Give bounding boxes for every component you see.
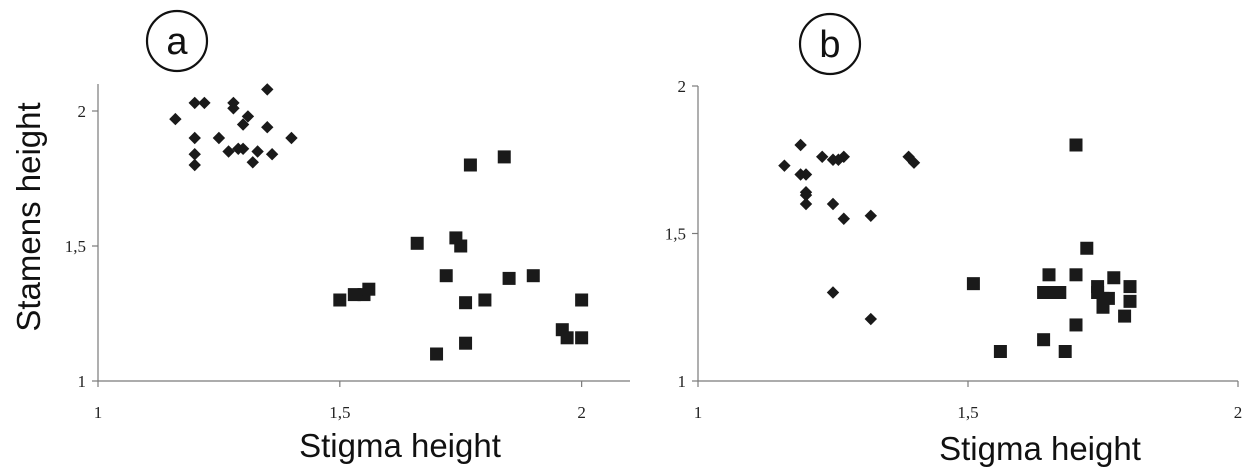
data-point-diamond [837, 212, 850, 225]
data-point-diamond [832, 153, 845, 166]
data-point-square [1053, 286, 1067, 299]
data-point-diamond [265, 148, 279, 161]
data-point-diamond [837, 150, 850, 163]
data-point-diamond [826, 286, 840, 299]
data-point-square [1069, 268, 1083, 282]
y-tick-label: 2 [78, 102, 87, 121]
data-point-square [575, 331, 589, 345]
panel-label-b: b [819, 24, 840, 66]
x-tick-label: 1,5 [329, 403, 350, 422]
y-tick-label: 1,5 [665, 225, 686, 244]
data-point-square [459, 296, 473, 310]
data-point-square [1096, 300, 1110, 314]
data-point-diamond [864, 312, 877, 326]
data-point-diamond [261, 83, 274, 96]
x-axis-title-a: Stigma height [299, 427, 501, 464]
data-point-square [410, 236, 424, 250]
panel-label-circle-a [145, 9, 209, 73]
data-point-square [463, 158, 477, 172]
data-point-square [1042, 268, 1056, 282]
data-point-diamond [778, 159, 791, 172]
data-point-diamond [799, 188, 813, 202]
data-point-diamond [212, 131, 226, 145]
scatter-panel-a: a 1 1,5 2 1 1,5 2 Stigma height Stamens height [10, 9, 630, 464]
data-point-square [993, 345, 1007, 358]
data-point-square [333, 293, 347, 307]
x-tick-label: 1 [94, 403, 103, 422]
data-point-diamond [198, 96, 211, 110]
panel-label-circle-b [798, 12, 862, 76]
data-point-square [459, 336, 473, 350]
data-point-diamond [251, 145, 264, 158]
data-point-square [560, 331, 574, 345]
data-point-diamond [188, 131, 201, 145]
data-point-diamond [799, 168, 813, 181]
x-tick-label: 2 [1234, 403, 1243, 422]
data-point-diamond [816, 150, 829, 163]
data-point-square [1107, 271, 1121, 285]
data-point-diamond [285, 131, 298, 145]
data-point-diamond [188, 148, 201, 161]
data-point-square [439, 269, 453, 283]
data-point-diamond [169, 112, 182, 126]
data-point-square [966, 277, 980, 291]
data-point-square [502, 271, 516, 285]
data-point-square [430, 347, 444, 361]
data-point-diamond [222, 145, 235, 158]
x-tick-label: 2 [577, 403, 586, 422]
scatter-panel-b: b 1 1,5 2 1 1,5 2 Stigma height [665, 12, 1243, 467]
data-point-square [1037, 333, 1051, 347]
y-tick-label: 1 [678, 372, 687, 391]
data-point-diamond [826, 197, 840, 211]
data-point-square [575, 293, 589, 307]
data-point-square [1069, 138, 1083, 152]
data-point-diamond [232, 142, 245, 155]
data-point-diamond [241, 110, 255, 123]
data-point-square [1037, 286, 1051, 299]
data-point-diamond [227, 102, 240, 115]
data-point-diamond [799, 197, 813, 211]
data-point-diamond [864, 209, 877, 222]
data-point-square [1123, 280, 1137, 294]
data-point-square [526, 269, 540, 283]
data-point-diamond [907, 156, 921, 169]
data-point-diamond [188, 96, 201, 110]
data-point-square [1118, 309, 1132, 323]
data-point-square [1123, 294, 1137, 308]
data-point-diamond [261, 121, 274, 134]
x-tick-label: 1,5 [957, 403, 978, 422]
data-point-square [1058, 345, 1072, 358]
data-point-diamond [188, 158, 201, 172]
x-axis-title-b: Stigma height [939, 430, 1141, 467]
data-point-diamond [902, 150, 915, 163]
data-point-square [1080, 241, 1094, 255]
data-point-square [362, 282, 376, 296]
y-tick-label: 2 [678, 77, 687, 96]
data-point-diamond [236, 118, 250, 131]
data-point-square [497, 150, 511, 164]
data-point-square [1069, 318, 1083, 332]
data-point-square [478, 293, 492, 307]
y-tick-label: 1 [78, 372, 87, 391]
y-axis-title-a: Stamens height [10, 102, 47, 331]
panel-label-a: a [166, 21, 188, 63]
data-point-diamond [794, 138, 807, 152]
data-point-diamond [246, 156, 259, 169]
data-point-square [454, 239, 468, 253]
x-tick-label: 1 [694, 403, 703, 422]
y-tick-label: 1,5 [65, 237, 86, 256]
